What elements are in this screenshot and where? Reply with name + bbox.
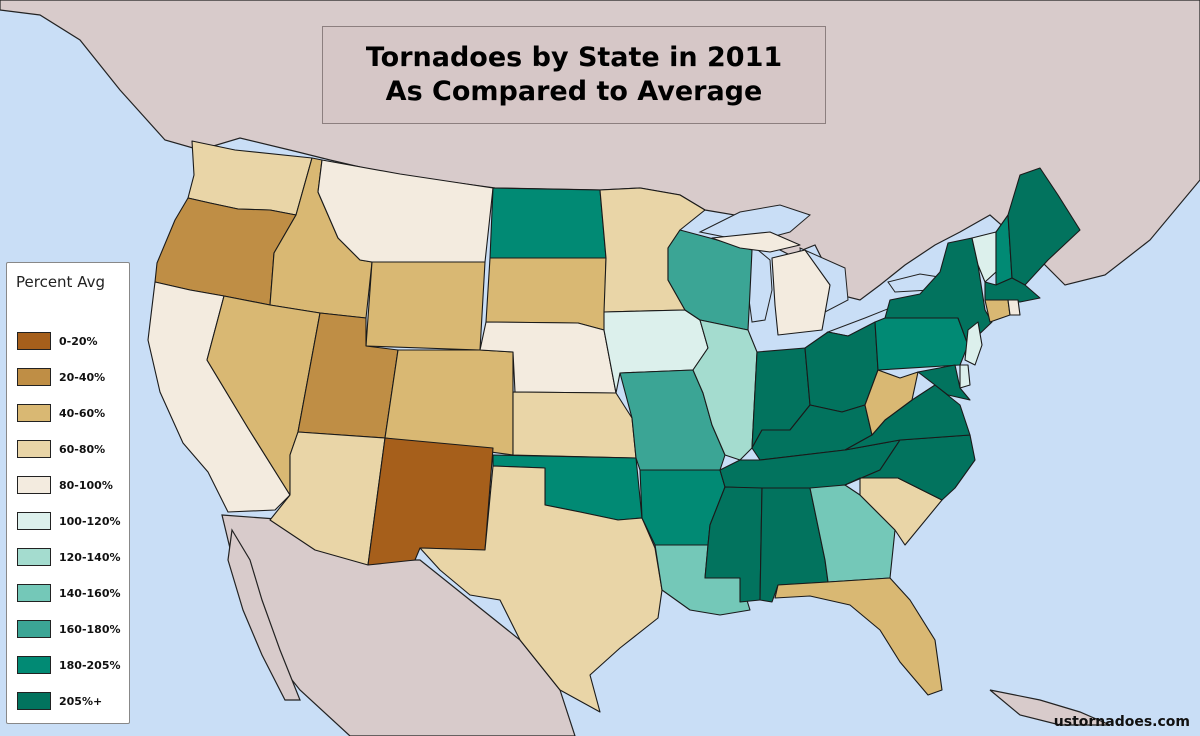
state-north-dakota bbox=[489, 187, 607, 259]
legend-item: 120-140% bbox=[17, 547, 121, 567]
site-credit: ustornadoes.com bbox=[1053, 714, 1190, 730]
state-michigan bbox=[711, 231, 831, 336]
legend-item: 205%+ bbox=[17, 691, 102, 711]
title-box: Tornadoes by State in 2011 As Compared t… bbox=[322, 26, 826, 124]
states-layer bbox=[147, 140, 1081, 713]
state-maryland bbox=[917, 364, 971, 401]
state-connecticut bbox=[984, 299, 1011, 323]
legend-item: 180-205% bbox=[17, 655, 121, 675]
state-new-mexico bbox=[367, 437, 494, 566]
state-kansas bbox=[512, 391, 637, 459]
state-north-carolina bbox=[844, 434, 976, 501]
state-florida bbox=[774, 577, 943, 696]
legend-label: 180-205% bbox=[59, 658, 121, 672]
legend-item: 100-120% bbox=[17, 511, 121, 531]
legend-title: Percent Avg bbox=[16, 273, 105, 291]
state-pennsylvania bbox=[874, 317, 969, 371]
state-new-jersey bbox=[964, 321, 983, 366]
legend-swatch bbox=[17, 332, 51, 350]
legend-item: 20-40% bbox=[17, 367, 105, 387]
legend-label: 100-120% bbox=[59, 514, 121, 528]
legend-swatch bbox=[17, 512, 51, 530]
legend-swatch bbox=[17, 404, 51, 422]
legend-item: 80-100% bbox=[17, 475, 113, 495]
state-wyoming bbox=[365, 261, 486, 351]
legend-swatch bbox=[17, 440, 51, 458]
legend-swatch bbox=[17, 548, 51, 566]
legend: Percent Avg 0-20% 20-40% 40-60% 60-80% 8… bbox=[6, 262, 130, 724]
legend-label: 20-40% bbox=[59, 370, 106, 384]
legend-label: 120-140% bbox=[59, 550, 121, 564]
map-title-line-2: As Compared to Average bbox=[385, 76, 763, 107]
state-west-virginia bbox=[864, 369, 919, 436]
legend-swatch bbox=[17, 476, 51, 494]
legend-swatch bbox=[17, 368, 51, 386]
state-illinois bbox=[692, 319, 758, 461]
legend-label: 140-160% bbox=[59, 586, 121, 600]
map-title-line-1: Tornadoes by State in 2011 bbox=[365, 42, 783, 73]
legend-swatch bbox=[17, 584, 51, 602]
legend-item: 40-60% bbox=[17, 403, 105, 423]
legend-label: 160-180% bbox=[59, 622, 121, 636]
state-vermont bbox=[971, 231, 997, 283]
state-wisconsin bbox=[667, 229, 753, 331]
state-texas bbox=[419, 465, 663, 713]
baja-peninsula bbox=[227, 528, 301, 701]
legend-item: 140-160% bbox=[17, 583, 121, 603]
legend-label: 80-100% bbox=[59, 478, 113, 492]
legend-swatch bbox=[17, 692, 51, 710]
state-rhode-island bbox=[1007, 299, 1021, 316]
state-delaware bbox=[959, 364, 971, 389]
state-massachusetts bbox=[984, 277, 1041, 303]
state-south-dakota bbox=[485, 257, 607, 331]
cuba-land bbox=[989, 689, 1111, 726]
legend-item: 160-180% bbox=[17, 619, 121, 639]
legend-swatch bbox=[17, 656, 51, 674]
legend-swatch bbox=[17, 620, 51, 638]
legend-label: 205%+ bbox=[59, 694, 103, 708]
legend-item: 0-20% bbox=[17, 331, 98, 351]
legend-label: 40-60% bbox=[59, 406, 106, 420]
legend-label: 60-80% bbox=[59, 442, 106, 456]
legend-label: 0-20% bbox=[59, 334, 98, 348]
legend-item: 60-80% bbox=[17, 439, 105, 459]
